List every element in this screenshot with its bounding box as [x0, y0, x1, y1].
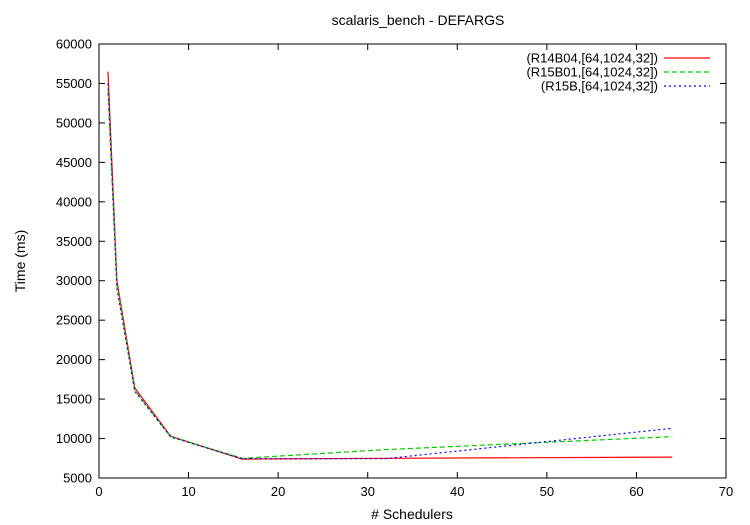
y-tick-label: 40000 [56, 194, 92, 209]
series-line-2 [107, 91, 673, 459]
y-tick-label: 15000 [56, 392, 92, 407]
y-axis-label: Time (ms) [12, 230, 28, 292]
y-tick-label: 5000 [63, 471, 92, 486]
chart-title: scalaris_bench - DEFARGS [332, 12, 505, 28]
y-tick-label: 30000 [56, 273, 92, 288]
legend-label-1: (R14B04,[64,1024,32]) [526, 51, 658, 66]
legend-label-3: (R15B,[64,1024,32]) [541, 79, 658, 94]
legend: (R14B04,[64,1024,32])(R15B01,[64,1024,32… [526, 51, 710, 94]
x-axis-label: # Schedulers [371, 506, 453, 522]
y-tick-label: 50000 [56, 115, 92, 130]
x-tick-label: 70 [719, 484, 733, 499]
series-line-3 [107, 83, 673, 460]
y-tick-label: 35000 [56, 234, 92, 249]
series-line-1 [107, 71, 673, 460]
x-tick-label: 60 [629, 484, 643, 499]
series-lines [107, 71, 673, 460]
y-tick-label: 10000 [56, 431, 92, 446]
y-tick-label: 45000 [56, 155, 92, 170]
x-tick-label: 0 [95, 484, 102, 499]
y-tick-label: 20000 [56, 352, 92, 367]
legend-label-2: (R15B01,[64,1024,32]) [526, 65, 658, 80]
x-tick-label: 10 [181, 484, 195, 499]
x-tick-label: 40 [450, 484, 464, 499]
y-tick-label: 55000 [56, 76, 92, 91]
y-tick-label: 60000 [56, 37, 92, 52]
y-axis: 5000 10000 15000 20000 25000 30000 35000 40000 4… [56, 37, 726, 486]
x-tick-label: 20 [271, 484, 285, 499]
plot-frame [98, 43, 727, 479]
y-tick-label: 25000 [56, 313, 92, 328]
x-axis: 0 10 20 30 40 50 60 70 [95, 44, 733, 499]
x-tick-label: 50 [540, 484, 554, 499]
x-tick-label: 30 [360, 484, 374, 499]
